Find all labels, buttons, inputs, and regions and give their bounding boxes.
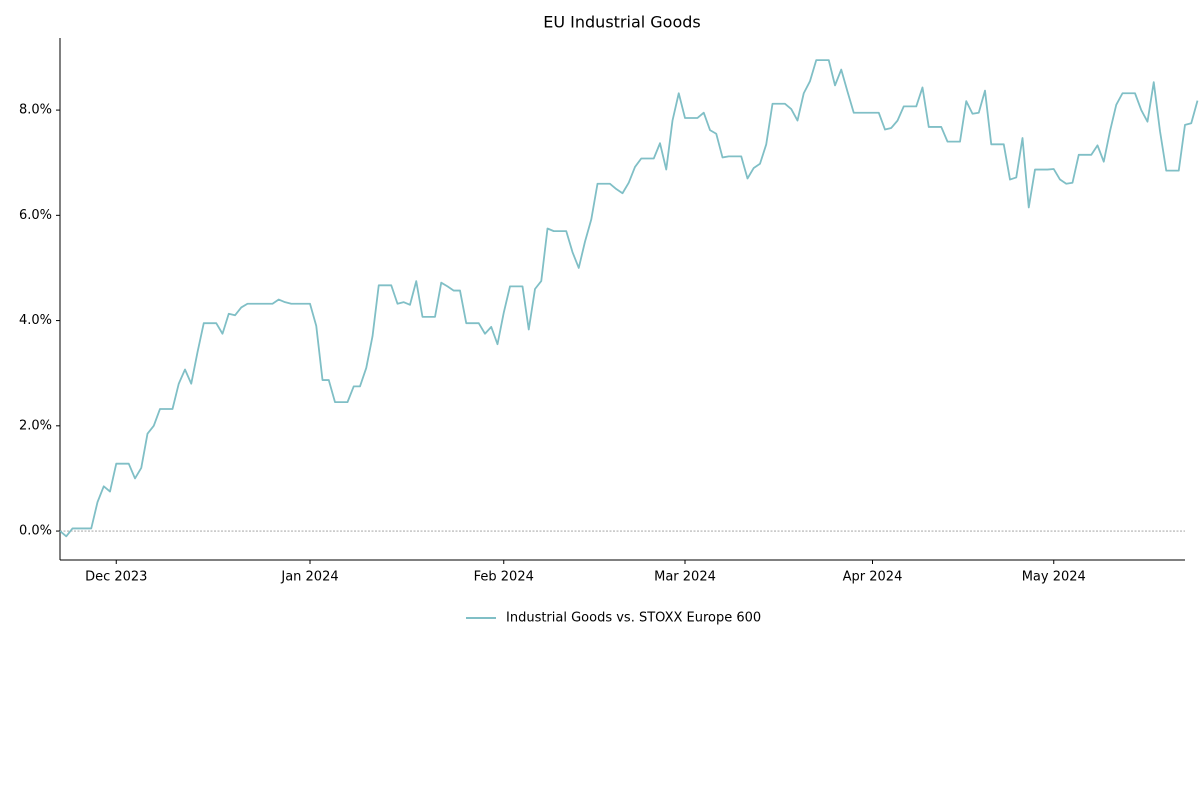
y-tick-label: 4.0%	[19, 313, 52, 328]
chart-title: EU Industrial Goods	[543, 13, 701, 32]
x-tick-label: Dec 2023	[85, 570, 147, 585]
y-tick-label: 2.0%	[19, 418, 52, 433]
x-tick-label: Feb 2024	[474, 570, 534, 585]
x-tick-label: Mar 2024	[654, 570, 716, 585]
x-tick-label: Apr 2024	[843, 570, 903, 585]
x-tick-label: Jan 2024	[280, 570, 338, 585]
y-tick-label: 8.0%	[19, 103, 52, 118]
series-line	[59, 59, 1199, 538]
x-tick-label: May 2024	[1022, 570, 1086, 585]
y-tick-label: 0.0%	[19, 524, 52, 539]
y-tick-label: 6.0%	[19, 208, 52, 223]
legend-label: Industrial Goods vs. STOXX Europe 600	[506, 611, 761, 626]
